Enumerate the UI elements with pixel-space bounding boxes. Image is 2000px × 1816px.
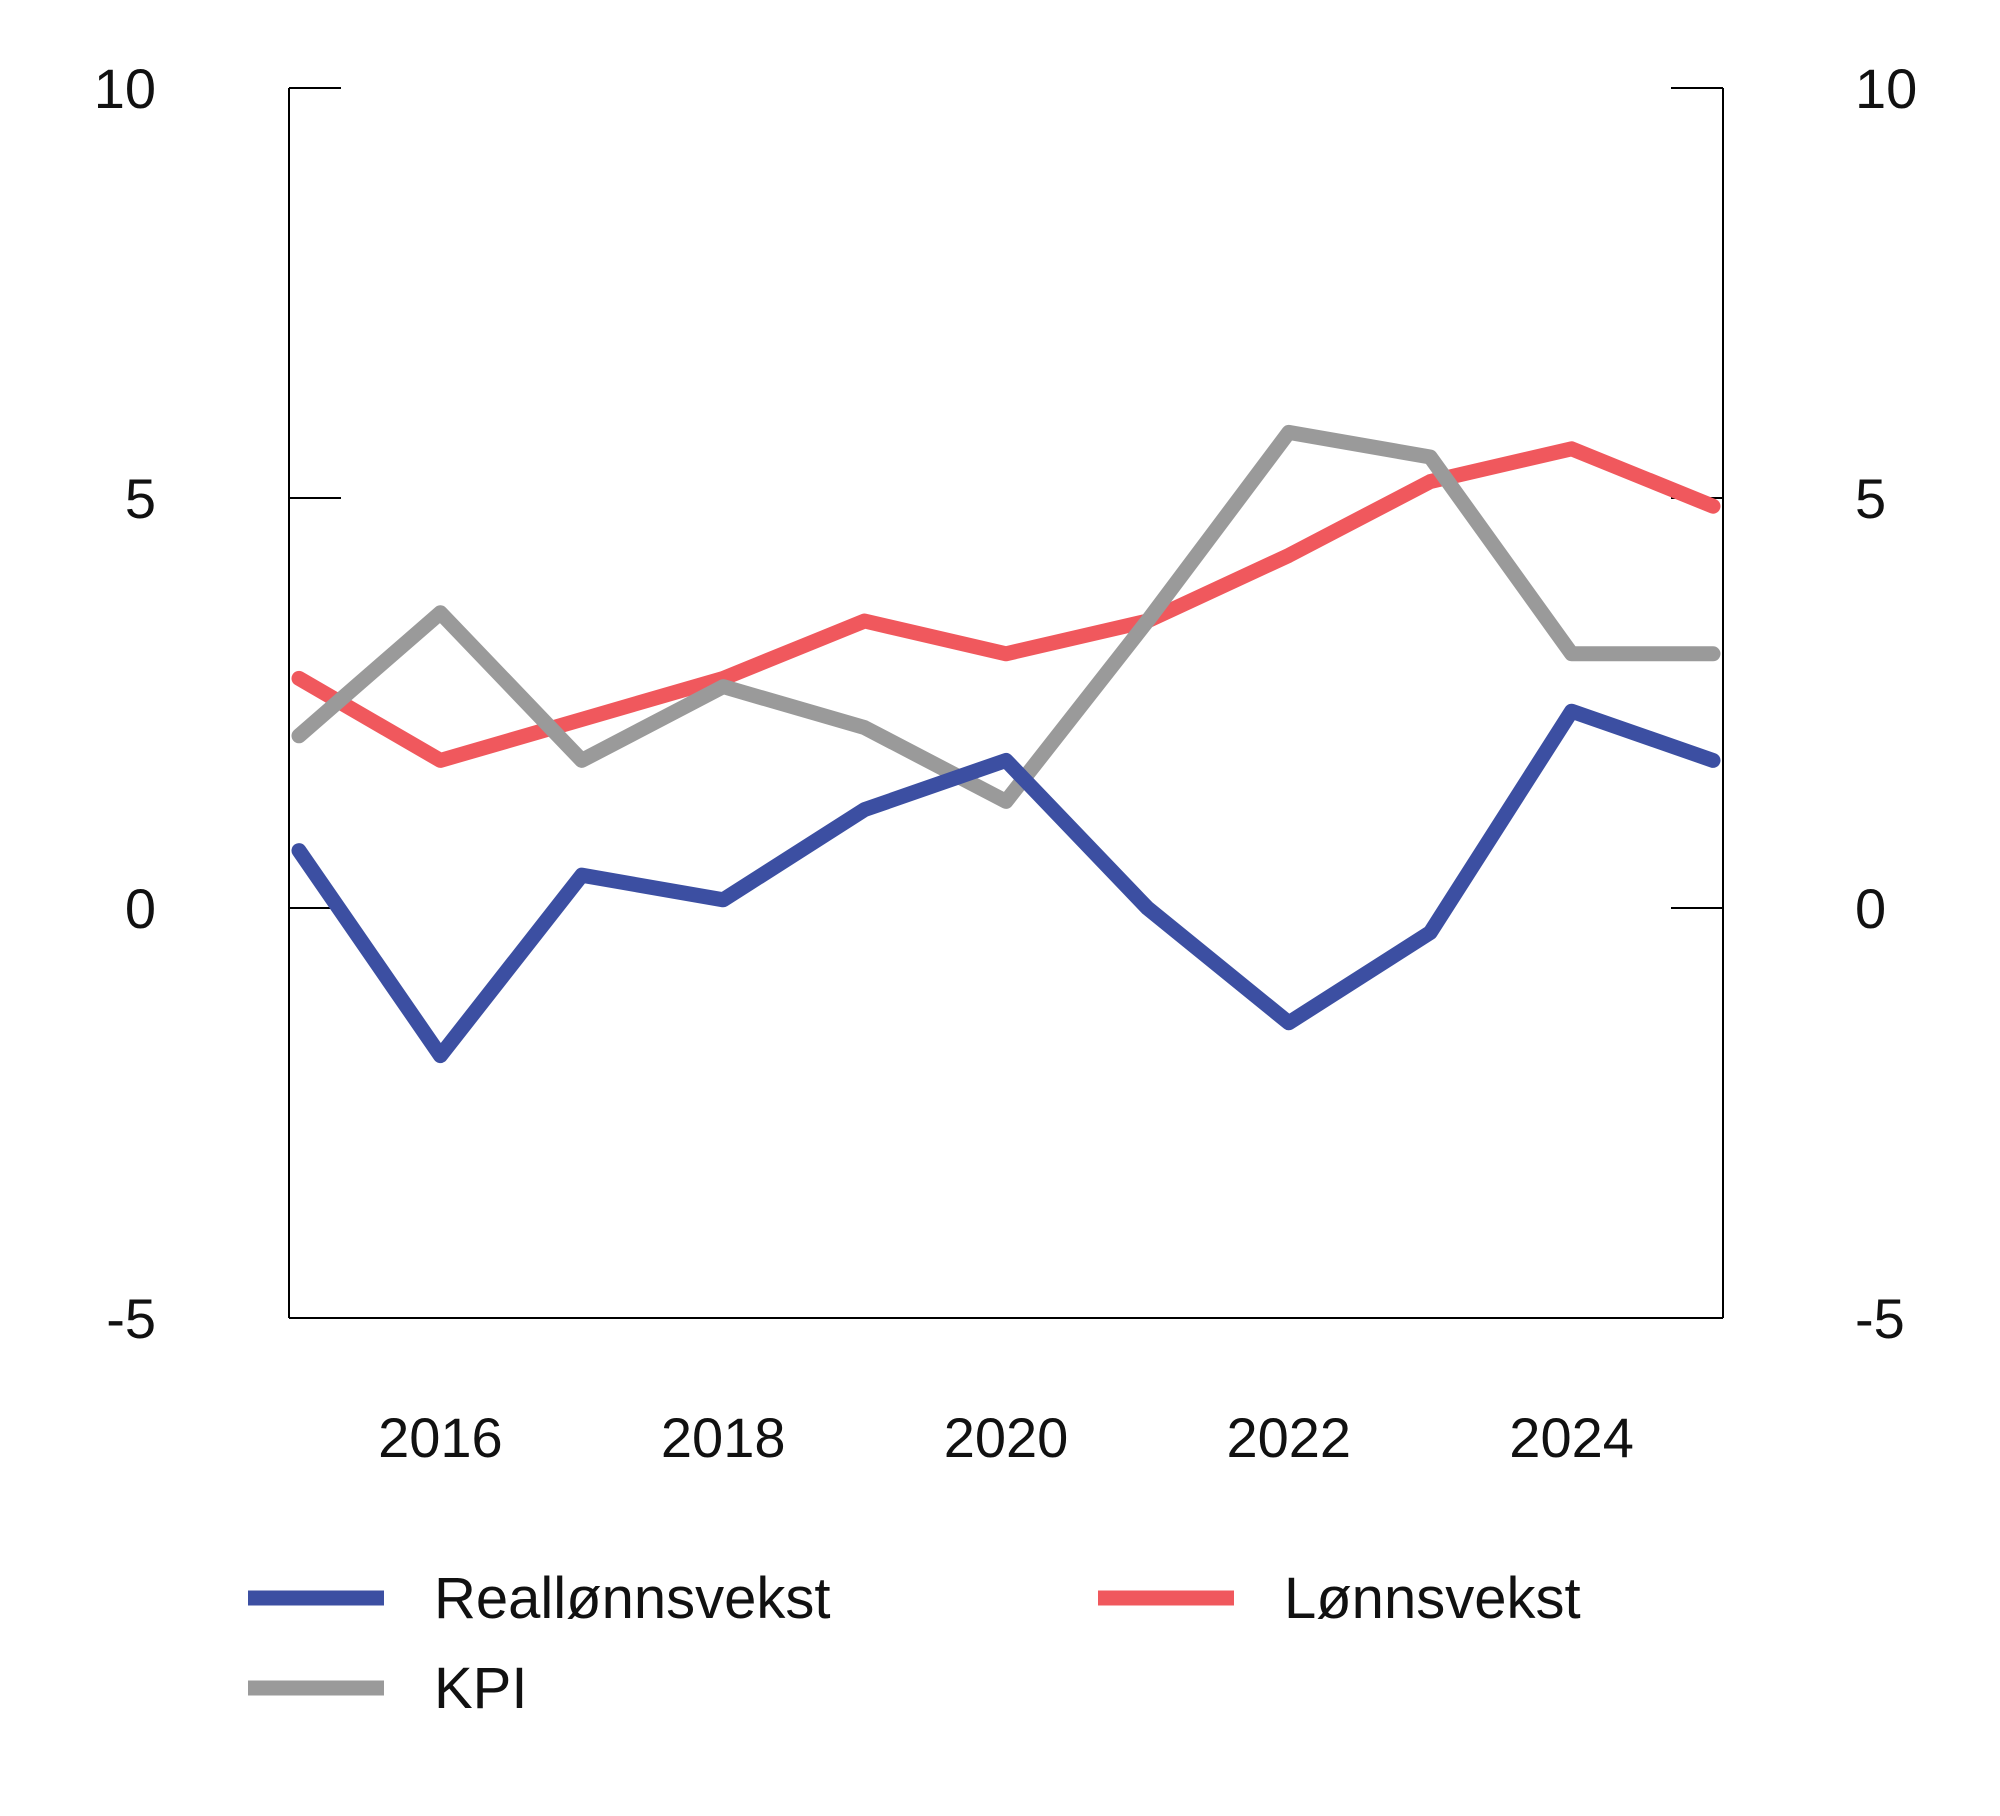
x-tick-label: 2016 [378, 1406, 503, 1469]
series-line-2 [291, 424, 1721, 809]
x-tick-label: 2018 [661, 1406, 786, 1469]
legend-label: Reallønnsvekst [434, 1566, 830, 1631]
y-tick-label-left: -5 [106, 1287, 156, 1350]
x-tick-label: 2020 [944, 1406, 1069, 1469]
y-axis-ticks: 10 10 5 5 0 0 -5 -5 [94, 57, 1918, 1350]
y-tick-label-right: -5 [1855, 1287, 1905, 1350]
x-axis-ticks: 2016 2018 2020 2022 2024 [378, 1406, 1634, 1469]
series-line-0 [291, 703, 1721, 1064]
y-tick-label-left: 5 [125, 467, 156, 530]
y-tick-label-right: 0 [1855, 877, 1886, 940]
plot-frame [288, 88, 1724, 1319]
y-tick-label-right: 5 [1855, 467, 1886, 530]
y-tick-label-right: 10 [1855, 57, 1917, 120]
y-tick-label-left: 10 [94, 57, 156, 120]
x-tick-label: 2022 [1227, 1406, 1352, 1469]
series-lines [291, 424, 1721, 1064]
legend-label: KPI [434, 1656, 528, 1721]
legend: Reallønnsvekst Lønnsvekst KPI [248, 1566, 1581, 1721]
legend-label: Lønnsvekst [1284, 1566, 1581, 1631]
series-line-1 [291, 441, 1721, 768]
x-tick-label: 2024 [1509, 1406, 1634, 1469]
y-tick-label-left: 0 [125, 877, 156, 940]
